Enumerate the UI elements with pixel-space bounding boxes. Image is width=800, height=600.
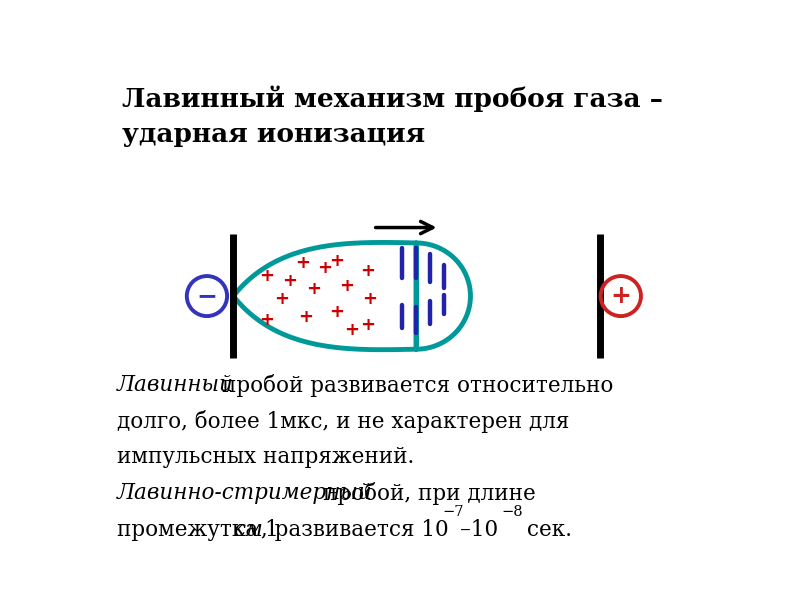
Text: Лавинный: Лавинный [117,374,234,396]
Text: Лавинно-стримерный: Лавинно-стримерный [117,482,373,505]
Text: −: − [197,284,218,308]
Text: пробой, при длине: пробой, при длине [323,482,536,505]
Text: , развивается 10: , развивается 10 [262,518,449,541]
Text: +: + [306,280,321,298]
Text: +: + [282,272,298,290]
Text: +: + [360,262,375,280]
Text: пробой развивается относительно: пробой развивается относительно [222,374,614,397]
Text: Лавинный механизм пробоя газа –: Лавинный механизм пробоя газа – [122,86,662,112]
Text: +: + [339,277,354,295]
Text: промежутка 1: промежутка 1 [117,518,286,541]
Polygon shape [234,242,470,350]
Text: сек.: сек. [520,518,572,541]
Text: +: + [329,303,344,321]
Text: +: + [362,290,378,308]
Text: импульсных напряжений.: импульсных напряжений. [117,446,414,468]
Text: +: + [318,259,332,277]
Text: −8: −8 [502,505,523,519]
Text: +: + [274,290,290,308]
Text: +: + [298,308,313,326]
Text: +: + [329,251,344,269]
Text: +: + [344,321,359,339]
Text: ударная ионизация: ударная ионизация [122,122,425,147]
Text: −7: −7 [442,505,464,519]
Text: см: см [234,518,263,541]
Text: –10: –10 [460,518,498,541]
Text: +: + [610,284,631,308]
Text: +: + [259,311,274,329]
Text: +: + [295,254,310,272]
Text: долго, более 1мкс, и не характерен для: долго, более 1мкс, и не характерен для [117,410,570,433]
Text: +: + [360,316,375,334]
Text: +: + [259,267,274,285]
